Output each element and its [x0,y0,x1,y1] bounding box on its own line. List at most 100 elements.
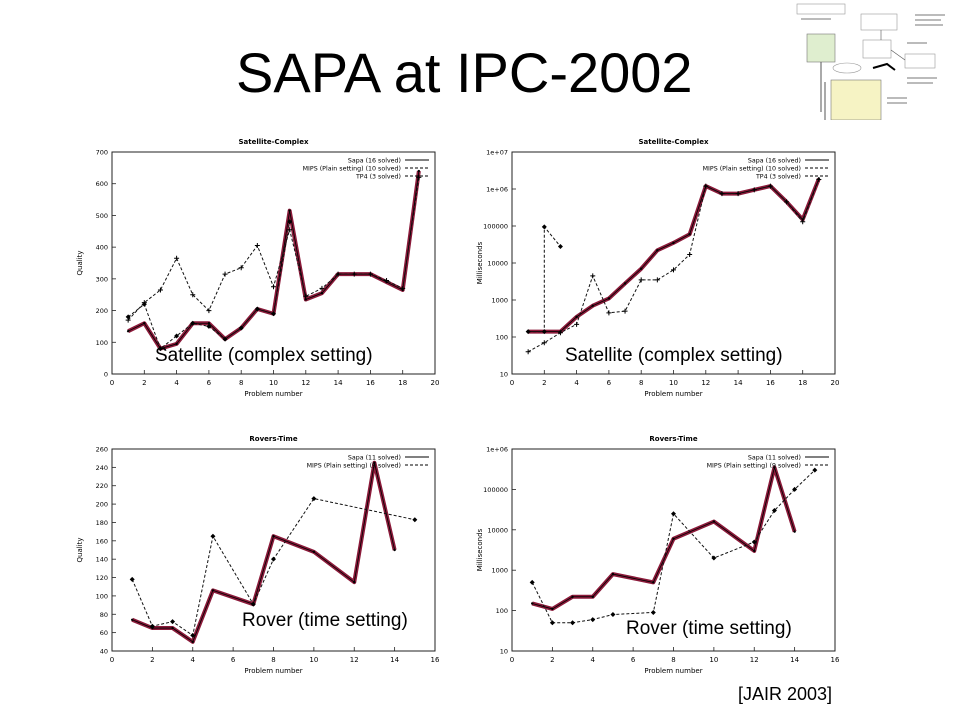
y-tick-label: 600 [96,180,108,188]
legend-label: MIPS (Plain setting) (9 solved) [707,463,801,470]
data-point [611,572,615,576]
data-point [175,342,178,346]
data-point [143,322,146,325]
data-point [816,177,822,183]
y-tick-label: 10000 [487,260,508,268]
data-point [703,183,709,189]
satellite-quality-chart: Satellite-Complex Problem number Quality 0 2… [76,138,440,398]
data-point [271,556,276,562]
rover-quality-label: Rover (time setting) [242,610,408,631]
data-point [170,619,176,625]
data-point [656,249,659,252]
series-highlight-line [127,170,421,351]
series-line [531,469,816,624]
data-point [652,581,655,584]
data-point [125,317,131,323]
data-point [238,265,244,271]
data-point [319,285,325,291]
data-point [210,533,216,539]
y-tick-label: 100000 [483,486,508,494]
data-point [751,187,757,193]
data-point [141,300,147,306]
data-point [125,314,131,320]
citation: [JAIR 2003] [738,684,833,704]
data-point [320,291,324,295]
data-point [549,620,555,626]
data-point [591,304,594,307]
y-tick-label: 200 [96,307,108,315]
series-line [532,465,796,610]
y-tick-label: 1000 [491,297,508,305]
data-point [312,550,316,554]
data-point [238,325,244,331]
chart-title: Rovers-Time [649,435,697,443]
y-tick-label: 1e+06 [486,446,508,454]
data-point [288,209,291,212]
data-point [590,617,596,623]
x-tick-label: 6 [207,379,212,387]
legend-label: TP4 (3 solved) [355,174,401,181]
data-point [606,310,612,316]
data-point [417,169,421,173]
series-line [127,177,420,321]
data-point [784,199,790,205]
data-point [711,555,717,561]
data-point [672,241,675,245]
x-tick-label: 16 [766,379,775,387]
x-tick-label: 10 [309,656,318,664]
data-point [272,535,275,538]
data-point [687,251,693,257]
data-point [719,191,725,197]
y-tick-label: 120 [96,574,108,582]
plot-frame [511,151,836,375]
y-tick-label: 240 [96,464,108,472]
data-point [222,336,228,342]
data-point [207,322,211,325]
x-tick-label: 12 [301,379,310,387]
x-tick-label: 6 [631,656,636,664]
x-tick-label: 10 [669,379,678,387]
data-point [771,508,777,514]
y-tick-label: 100 [496,607,508,615]
y-tick-label: 180 [96,519,108,527]
x-tick-label: 16 [431,656,440,664]
data-point [129,576,135,582]
data-point [190,320,196,326]
data-point [575,315,578,319]
data-point [353,580,356,584]
data-point [222,271,228,277]
data-point [211,589,215,592]
data-point [767,183,773,189]
data-point [551,607,554,611]
y-tick-label: 160 [96,537,108,545]
data-point [206,323,212,329]
data-point [149,623,155,629]
data-point [157,346,163,352]
series-line [127,170,420,350]
data-point [304,298,307,301]
data-point [126,329,130,333]
y-tick-label: 1000 [491,567,508,575]
data-point [206,308,212,314]
y-tick-label: 10 [500,648,508,656]
legend-label: Sapa (11 solved) [748,455,801,462]
data-point [254,306,260,312]
data-point [712,520,716,523]
satellite-quality-label: Satellite (complex setting) [155,345,373,366]
y-tick-label: 10 [500,371,508,379]
y-tick-label: 260 [96,446,108,454]
y-tick-label: 500 [96,212,108,220]
x-tick-label: 2 [542,379,546,387]
series-highlight-line [528,177,821,334]
y-tick-label: 700 [96,149,108,157]
series-line [127,221,291,350]
x-tick-label: 0 [110,379,114,387]
data-point [541,329,547,335]
y-tick-label: 80 [100,611,108,619]
data-point [190,292,196,298]
x-tick-label: 20 [431,379,440,387]
x-tick-label: 16 [831,656,840,664]
x-tick-label: 8 [639,379,643,387]
x-tick-label: 0 [510,656,514,664]
x-tick-label: 2 [150,656,154,664]
